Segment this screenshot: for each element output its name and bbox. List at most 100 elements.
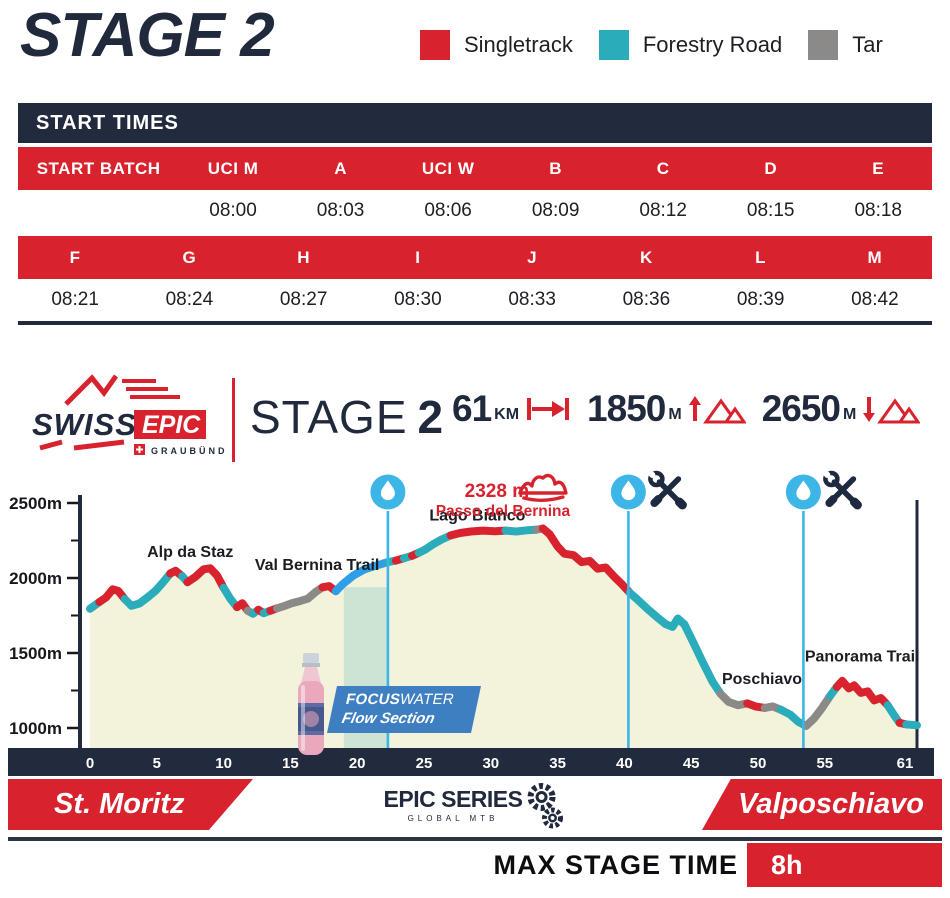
route-banner: St. Moritz EPIC SERIES GLOBAL MTB Valpos…	[8, 779, 942, 830]
brand-epic-box	[134, 410, 206, 439]
y-axis-label: 1000m	[9, 719, 62, 738]
time-cell: 08:24	[165, 289, 214, 310]
x-axis-label: 61	[897, 755, 914, 772]
legend-label: Tar	[852, 32, 883, 57]
time-cell: 08:33	[508, 289, 556, 310]
batch-row: START BATCH UCI M A UCI W B C D E	[18, 147, 932, 190]
time-row: 08:21 08:24 08:27 08:30 08:33 08:36 08:39 08:42	[18, 279, 932, 321]
peak-name: Passo del Bernina	[436, 503, 571, 520]
legend-swatch	[808, 30, 839, 60]
max-stage-time-value: 8h	[747, 843, 942, 887]
x-axis-label: 55	[816, 755, 833, 772]
profile-segment-tar	[273, 583, 327, 613]
time-cell: 08:03	[316, 200, 365, 221]
page-title: STAGE 2	[20, 1, 275, 70]
elevation-profile-svg: 2500m 2000m 1500m 1000m Alp da Staz Val Berni…	[8, 470, 934, 776]
descent-stat: 2650 M	[762, 388, 921, 430]
flow-sponsor: FOCUSWATER	[344, 691, 456, 708]
time-cell: 08:39	[736, 289, 785, 310]
batch-cell: J	[527, 247, 538, 267]
footer-divider	[8, 837, 942, 841]
batch-cell: K	[639, 247, 653, 267]
stage-number: 2	[417, 391, 444, 443]
finish-location: Valposchiavo	[738, 788, 924, 820]
legend-label: Singletrack	[464, 32, 573, 57]
y-axis-label: 2500m	[9, 494, 62, 513]
distance-icon	[527, 398, 570, 420]
profile-segment-forestry	[776, 705, 811, 730]
start-times-table: START TIMES START BATCH UCI M A UCI W B C D E 0…	[18, 103, 932, 325]
surface-legend: Singletrack Forestry Road Tar	[420, 30, 883, 60]
x-axis-label: 15	[282, 755, 299, 772]
speed-lines-icon	[39, 439, 125, 451]
profile-segment-singletrack	[832, 676, 892, 710]
time-cell: 08:30	[394, 289, 442, 310]
batch-cell: UCI W	[421, 158, 475, 178]
tech-station-icon	[644, 470, 687, 510]
time-cell: 08:15	[746, 200, 795, 221]
epic-series-logo: EPIC SERIES GLOBAL MTB	[384, 779, 567, 830]
logo-divider	[232, 378, 235, 462]
route-label: Alp da Staz	[147, 544, 233, 561]
time-cell: 08:27	[279, 289, 328, 310]
flow-label: Flow Section	[340, 710, 437, 727]
profile-segment-forestry	[625, 588, 725, 698]
x-axis-bar	[8, 748, 934, 776]
brand-region: GRAUBÜNDEN	[151, 446, 228, 456]
batch-cell: UCI M	[207, 158, 259, 178]
start-times-header: START TIMES	[18, 103, 932, 143]
max-stage-time-label: MAX STAGE TIME	[493, 850, 738, 880]
batch-cell: I	[415, 247, 421, 267]
start-location: St. Moritz	[54, 788, 185, 820]
series-text: EPIC SERIES GLOBAL MTB	[383, 786, 523, 823]
time-cell: 08:21	[51, 289, 99, 310]
gears-icon	[527, 782, 563, 828]
batch-cell: L	[755, 247, 767, 267]
x-axis-label: 30	[482, 755, 499, 772]
legend-item-tar: Tar	[808, 30, 883, 60]
batch-row: F G H I J K L M	[18, 236, 932, 279]
speed-lines-icon	[122, 379, 180, 399]
profile-segment-tar	[716, 689, 752, 710]
ascent-icon	[688, 396, 746, 424]
batch-cell: M	[867, 247, 883, 267]
y-axis-label: 1500m	[9, 644, 62, 663]
water-station-icon	[785, 474, 821, 510]
flow-section-banner: FOCUSWATER Flow Section	[327, 686, 481, 733]
brand-name-primary: SWISS	[32, 407, 137, 442]
stage-label: STAGE	[250, 391, 408, 443]
profile-segment-flow	[331, 558, 392, 596]
route-label: Panorama Trail	[805, 648, 920, 665]
time-row: 08:00 08:03 08:06 08:09 08:12 08:15 08:18	[18, 190, 932, 232]
time-cell: 08:18	[854, 200, 902, 221]
time-cell: 08:00	[209, 200, 257, 221]
x-axis-label: 50	[750, 755, 767, 772]
elevation-chart: 2500m 2000m 1500m 1000m Alp da Staz Val Berni…	[0, 470, 950, 779]
descent-icon	[863, 397, 921, 424]
brand-name-secondary: EPIC	[142, 411, 201, 439]
x-axis-label: 25	[416, 755, 433, 772]
x-axis-label: 0	[86, 755, 94, 772]
profile-segment-forestry	[501, 525, 541, 536]
route-label: Val Bernina Trail	[255, 557, 380, 574]
x-axis-label: 40	[616, 755, 633, 772]
profile-segment-forestry	[120, 569, 175, 610]
batch-cell: H	[297, 247, 311, 267]
batch-cell: D	[764, 158, 778, 178]
batch-cell: F	[69, 247, 81, 267]
water-station-icon	[610, 474, 646, 510]
batch-cell: B	[549, 158, 563, 178]
ascent-stat: 1850 M	[587, 388, 746, 430]
tech-station-icon	[819, 470, 862, 510]
batch-cell: A	[334, 158, 347, 178]
profile-segment-singletrack	[183, 564, 228, 592]
water-bottle-image	[298, 653, 324, 755]
start-location-banner: St. Moritz	[8, 779, 253, 830]
route-label: Poschiavo	[722, 671, 802, 688]
route-label: Lago Bianco	[429, 507, 525, 524]
stage-stats: 61 KM 1850 M 2650 M	[452, 388, 936, 430]
peak-crown-icon	[518, 473, 568, 502]
x-axis-label: 35	[549, 755, 566, 772]
stage-name: STAGE 2	[250, 390, 443, 444]
